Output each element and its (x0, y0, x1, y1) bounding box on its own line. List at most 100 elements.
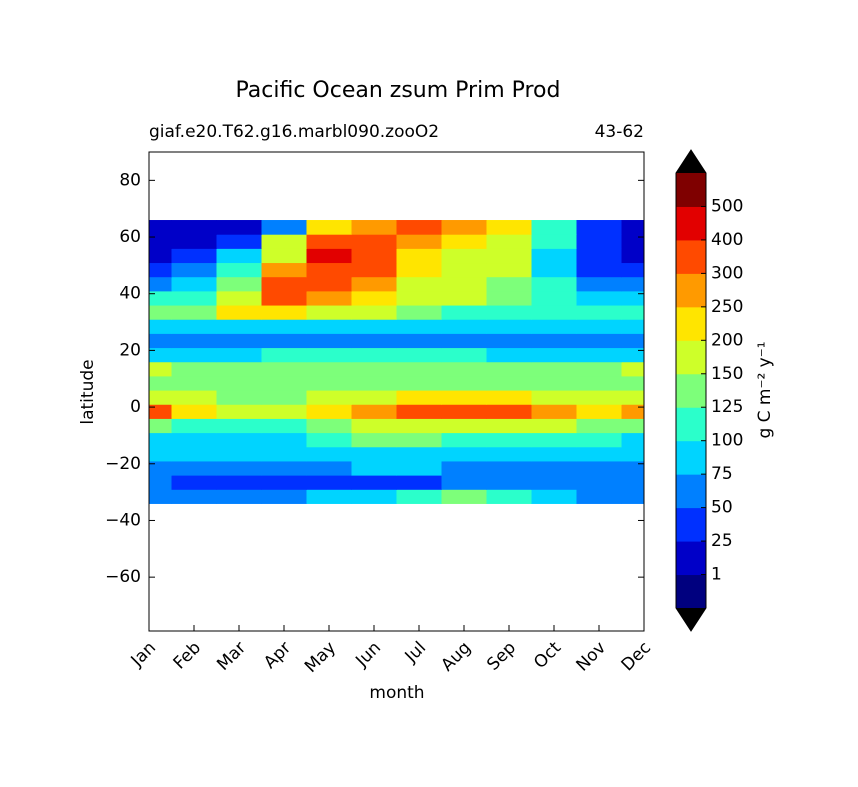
contour-cell (621, 489, 645, 504)
contour-cell (216, 234, 262, 249)
contour-cell (531, 347, 577, 363)
contour-cell (486, 390, 532, 405)
contour-cell (531, 234, 577, 249)
contour-cell (576, 460, 622, 476)
contour-cell (171, 361, 217, 377)
contour-cell (441, 290, 487, 306)
contour-cell (441, 460, 487, 476)
contour-cell (531, 248, 577, 264)
contour-cell (621, 262, 645, 278)
contour-cell (306, 489, 352, 504)
contour-cell (306, 276, 352, 292)
colorbar-segment (676, 239, 706, 274)
contour-cell (621, 319, 645, 334)
contour-cell (441, 234, 487, 249)
y-tick-label: 40 (119, 284, 141, 304)
colorbar-tick-label: 400 (711, 230, 743, 250)
colorbar-frame (675, 149, 707, 632)
colorbar-segment (676, 507, 706, 542)
contour-cell (441, 262, 487, 278)
contour-cell (531, 305, 577, 320)
field (149, 220, 645, 504)
contour-cell (441, 361, 487, 377)
contour-cell (261, 220, 307, 235)
contour-cell (216, 475, 262, 490)
colorbar-tick-label: 500 (711, 196, 743, 216)
contour-cell (306, 460, 352, 476)
contour-cell (621, 375, 645, 391)
contour-cell (171, 375, 217, 391)
y-tick-label: 80 (119, 170, 141, 190)
contour-cell (261, 489, 307, 504)
contour-cell (149, 333, 172, 349)
contour-cell (486, 333, 532, 349)
contour-cell (351, 333, 397, 349)
contour-cell (531, 418, 577, 434)
contour-cell (486, 347, 532, 363)
contour-cell (216, 305, 262, 320)
contour-cell (171, 475, 217, 490)
contour-cell (621, 390, 645, 405)
contour-cell (216, 248, 262, 264)
contour-cell (351, 319, 397, 334)
contour-cell (396, 234, 442, 249)
contour-cell (261, 333, 307, 349)
contour-cell (396, 347, 442, 363)
contour-cell (216, 432, 262, 448)
y-tick-label: 20 (119, 340, 141, 360)
contour-cell (351, 446, 397, 462)
colorbar-tick-label: 25 (711, 531, 733, 551)
contour-cell (171, 333, 217, 349)
contour-cell (351, 404, 397, 419)
contour-cell (531, 446, 577, 462)
y-axis-label: latitude (78, 359, 98, 424)
chart-title: Pacific Ocean zsum Prim Prod (236, 78, 561, 103)
contour-cell (441, 390, 487, 405)
contour-cell (621, 446, 645, 462)
contour-cell (486, 290, 532, 306)
colorbar-tick-label: 100 (711, 431, 743, 451)
contour-cell (261, 460, 307, 476)
contour-cell (576, 290, 622, 306)
contour-cell (576, 489, 622, 504)
contour-cell (351, 262, 397, 278)
contour-cell (216, 276, 262, 292)
contour-cell (576, 234, 622, 249)
contour-cell (486, 446, 532, 462)
contour-cell (396, 418, 442, 434)
contour-cell (576, 276, 622, 292)
contour-cell (149, 460, 172, 476)
contour-cell (306, 375, 352, 391)
colorbar-tick-label: 200 (711, 330, 743, 350)
contour-cell (576, 404, 622, 419)
contour-cell (441, 446, 487, 462)
contour-cell (396, 390, 442, 405)
contour-cell (486, 248, 532, 264)
contour-cell (261, 475, 307, 490)
contour-cell (171, 248, 217, 264)
x-axis-label: month (369, 683, 424, 703)
contour-cell (261, 361, 307, 377)
contour-cell (531, 375, 577, 391)
contour-cell (171, 290, 217, 306)
contour-cell (486, 276, 532, 292)
colorbar-segment (676, 373, 706, 408)
contour-cell (396, 489, 442, 504)
contour-cell (396, 220, 442, 235)
contour-cell (396, 404, 442, 419)
contour-cell (149, 319, 172, 334)
contour-cell (396, 248, 442, 264)
y-tick-label: −40 (105, 510, 141, 530)
contour-cell (261, 446, 307, 462)
colorbar-segment (676, 474, 706, 509)
contour-cell (486, 234, 532, 249)
contour-cell (531, 276, 577, 292)
contour-cell (621, 248, 645, 264)
contour-cell (149, 404, 172, 419)
contour-cell (149, 262, 172, 278)
contour-cell (149, 276, 172, 292)
contour-cell (531, 290, 577, 306)
colorbar-segment (676, 273, 706, 308)
contour-cell (261, 305, 307, 320)
